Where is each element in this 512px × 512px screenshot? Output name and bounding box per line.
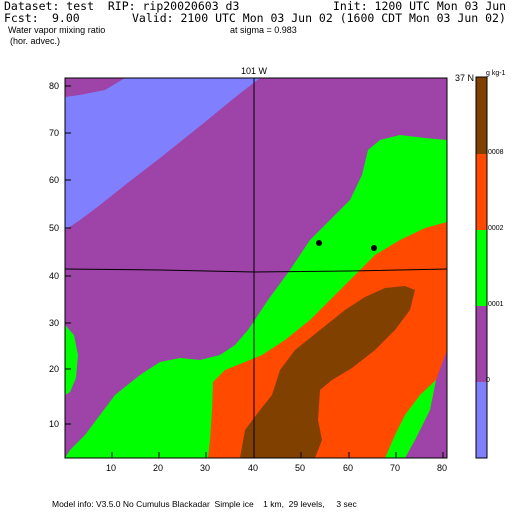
- y-tick-label: 60: [49, 175, 60, 185]
- legend-colorbar: [475, 76, 488, 459]
- field-name: Water vapor mixing ratio: [8, 25, 106, 35]
- x-tick-label: 80: [437, 463, 448, 473]
- contour-fill: [65, 78, 447, 458]
- y-tick-label: 80: [49, 81, 60, 91]
- init-line: Init: 1200 UTC Mon 03 Jun 02: [333, 0, 512, 13]
- x-tick-label: 70: [390, 463, 401, 473]
- latitude-label: 37 N: [455, 73, 475, 83]
- dataset-line: Dataset: test RIP: rip20020603 d3: [4, 0, 240, 13]
- station-dot: [316, 240, 322, 246]
- valid-line: Valid: 2100 UTC Mon 03 Jun 02 (1600 CDT …: [132, 11, 506, 25]
- purple-corner-region: [65, 78, 125, 97]
- purple-bottom-right: [405, 350, 447, 458]
- x-tick-label: 40: [248, 463, 259, 473]
- level-label: at sigma = 0.983: [230, 25, 297, 35]
- y-tick-label: 70: [49, 128, 60, 138]
- legend-label: .0002: [486, 225, 504, 232]
- longitude-label: 101 W: [241, 66, 268, 76]
- blue-region: [65, 78, 260, 230]
- legend-label: 0: [486, 377, 490, 384]
- y-tick-label: 30: [49, 318, 60, 328]
- fcst-value: 9.00: [52, 11, 80, 25]
- green-patch: [190, 402, 203, 409]
- x-tick-label: 60: [343, 463, 354, 473]
- x-tick-label: 10: [106, 463, 117, 473]
- y-tick-label: 40: [49, 271, 60, 281]
- fcst-label: Fcst:: [4, 11, 39, 25]
- x-tick-label: 20: [153, 463, 164, 473]
- x-tick-label: 50: [295, 463, 306, 473]
- legend-units: g kg-1: [486, 70, 506, 77]
- x-tick-label: 30: [200, 463, 211, 473]
- station-dot: [371, 245, 377, 251]
- y-tick-label: 20: [49, 364, 60, 374]
- green-bottom-right: [385, 380, 436, 458]
- legend-label: .0008: [486, 149, 504, 156]
- plot-frame: [64, 77, 448, 459]
- axis-ticks: [65, 85, 444, 458]
- latitude-line: [64, 268, 448, 273]
- brown-region: [240, 286, 415, 458]
- green-left-strip: [65, 325, 78, 395]
- legend-label: .0001: [486, 301, 504, 308]
- y-tick-label: 10: [49, 419, 60, 429]
- field-note: (hor. advec.): [10, 36, 61, 46]
- model-info: Model info: V3.5.0 No Cumulus Blackadar …: [52, 499, 357, 509]
- y-tick-label: 50: [49, 223, 60, 233]
